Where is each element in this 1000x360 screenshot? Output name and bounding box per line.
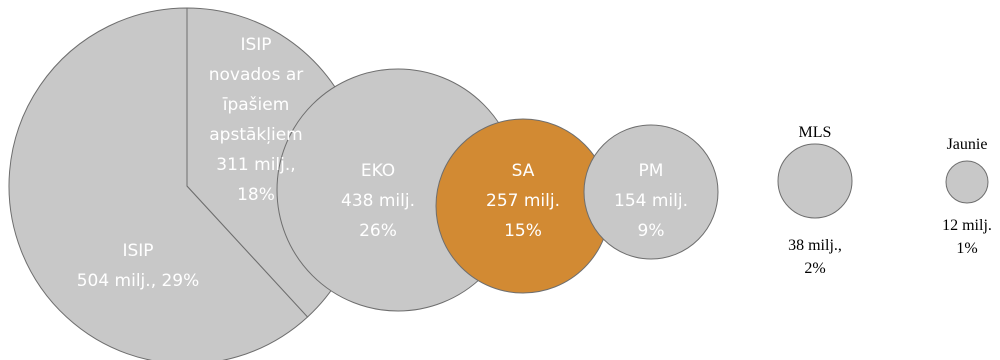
eko-label: EKO 438 milj. 26% — [341, 161, 415, 241]
eko-label-line: 438 milj. — [341, 191, 415, 211]
jaunie-value-line: 12 milj. — [942, 217, 992, 234]
isip-novados-ar-ipasiem-apstakliem-label-line: 311 milj., — [216, 155, 295, 175]
isip-novados-ar-ipasiem-apstakliem-label-line: novados ar — [209, 65, 304, 85]
bubbles-layer — [8, 7, 989, 360]
jaunie-value-line: 1% — [956, 240, 977, 257]
bubble-pm — [583, 124, 719, 260]
isip-novados-ar-ipasiem-apstakliem-label-line: ISIP — [240, 35, 271, 55]
isip-novados-ar-ipasiem-apstakliem-label: ISIP novados ar īpašiem apstākļiem 311 milj.… — [209, 35, 304, 205]
eko-label-line: 26% — [359, 221, 397, 241]
pm-label-line: PM — [639, 161, 664, 181]
labels-layer: ISIP novados ar īpašiem apstākļiem 311 milj.… — [77, 35, 992, 291]
sa-label-line: 257 milj. — [486, 191, 560, 211]
isip-novados-ar-ipasiem-apstakliem-label-line: apstākļiem — [209, 125, 302, 145]
isip-label-line: ISIP — [122, 241, 153, 261]
eko-label-line: EKO — [361, 161, 395, 181]
sa-label: SA 257 milj. 15% — [486, 161, 560, 241]
jaunie-value-label: 12 milj. 1% — [942, 217, 992, 257]
sa-label-line: SA — [512, 161, 535, 181]
isip-label-line: 504 milj., 29% — [77, 271, 200, 291]
jaunie-title: Jaunie — [947, 136, 988, 153]
bubble-mls — [777, 143, 853, 219]
bubble-jaunie — [945, 160, 989, 204]
sa-label-line: 15% — [504, 221, 542, 241]
mls-value-label: 38 milj., 2% — [788, 237, 842, 277]
pm-label-line: 154 milj. — [614, 191, 688, 211]
isip-novados-ar-ipasiem-apstakliem-label-line: īpašiem — [222, 95, 290, 115]
pm-label-line: 9% — [638, 221, 665, 241]
mls-value-line: 2% — [804, 260, 825, 277]
mls-title: MLS — [799, 124, 832, 141]
mls-value-line: 38 milj., — [788, 237, 842, 254]
isip-novados-ar-ipasiem-apstakliem-label-line: 18% — [237, 185, 275, 205]
pie-slice-isip — [8, 7, 309, 360]
isip-label: ISIP 504 milj., 29% — [77, 241, 200, 291]
pm-label: PM 154 milj. 9% — [614, 161, 688, 241]
